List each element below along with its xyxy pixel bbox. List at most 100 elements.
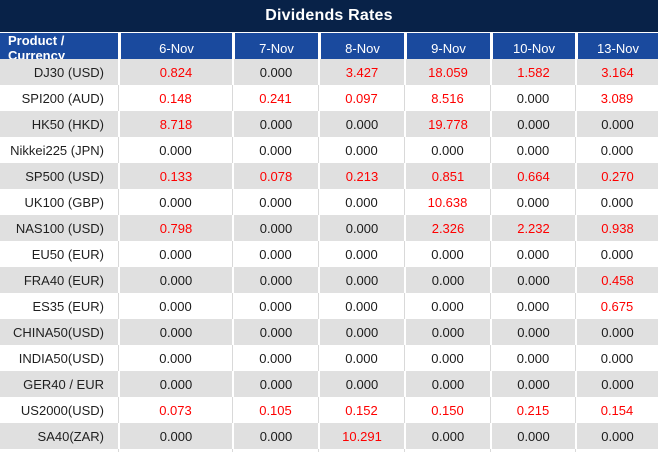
value-cell: 0.000 <box>575 111 658 137</box>
product-cell: UK100 (GBP) <box>24 194 104 210</box>
value-cell: 0.000 <box>575 423 658 449</box>
value-cell: 3.427 <box>318 59 404 85</box>
table-row: HK50 (HKD) 8.718 0.000 0.000 19.778 0.000 0.00… <box>0 111 658 137</box>
value-cell: 0.458 <box>575 267 658 293</box>
value-cell: 0.000 <box>404 267 490 293</box>
table-row: SA40(ZAR) 0.000 0.000 10.291 0.000 0.000 0.000 <box>0 423 658 449</box>
value-cell: 0.851 <box>404 163 490 189</box>
footer-gridline-cell <box>118 449 232 452</box>
value-cell: 0.000 <box>118 423 232 449</box>
column-header-date: 10-Nov <box>490 33 575 63</box>
product-cell: INDIA50(USD) <box>18 350 104 366</box>
value-cell: 0.000 <box>404 371 490 397</box>
footer-gridline-cell <box>232 449 318 452</box>
column-header-date: 13-Nov <box>575 33 658 63</box>
value-cell: 0.154 <box>575 397 658 423</box>
value-cell: 0.000 <box>490 137 575 163</box>
product-cell: HK50 (HKD) <box>31 116 104 132</box>
value-cell: 0.000 <box>490 267 575 293</box>
column-header-date: 7-Nov <box>232 33 318 63</box>
value-cell: 0.000 <box>318 319 404 345</box>
value-cell: 0.000 <box>318 293 404 319</box>
value-cell: 3.164 <box>575 59 658 85</box>
value-cell: 19.778 <box>404 111 490 137</box>
value-cell: 0.000 <box>318 215 404 241</box>
value-cell: 0.270 <box>575 163 658 189</box>
value-cell: 0.824 <box>118 59 232 85</box>
value-cell: 0.000 <box>404 293 490 319</box>
table-row: CHINA50(USD) 0.000 0.000 0.000 0.000 0.000 0.0… <box>0 319 658 345</box>
value-cell: 18.059 <box>404 59 490 85</box>
value-cell: 3.089 <box>575 85 658 111</box>
value-cell: 0.000 <box>118 371 232 397</box>
value-cell: 0.000 <box>118 241 232 267</box>
value-cell: 0.000 <box>232 371 318 397</box>
value-cell: 0.000 <box>118 267 232 293</box>
value-cell: 0.105 <box>232 397 318 423</box>
header-row: Product / Currency 6-Nov 7-Nov 8-Nov 9-Nov 1… <box>0 33 658 63</box>
value-cell: 0.000 <box>232 189 318 215</box>
value-cell: 0.000 <box>404 241 490 267</box>
value-cell: 0.000 <box>232 423 318 449</box>
table-row: ES35 (EUR) 0.000 0.000 0.000 0.000 0.000 0.675 <box>0 293 658 319</box>
value-cell: 0.073 <box>118 397 232 423</box>
value-cell: 0.000 <box>118 319 232 345</box>
value-cell: 0.000 <box>232 293 318 319</box>
table-row: FRA40 (EUR) 0.000 0.000 0.000 0.000 0.000 0.45… <box>0 267 658 293</box>
value-cell: 0.675 <box>575 293 658 319</box>
table-body: DJ30 (USD) 0.824 0.000 3.427 18.059 1.582 3.16… <box>0 59 658 449</box>
value-cell: 0.000 <box>575 371 658 397</box>
value-cell: 0.798 <box>118 215 232 241</box>
value-cell: 0.000 <box>232 319 318 345</box>
footer-gridline-cell <box>575 449 658 452</box>
value-cell: 0.000 <box>318 267 404 293</box>
product-cell: NAS100 (USD) <box>15 220 104 236</box>
column-header-date: 6-Nov <box>118 33 232 63</box>
value-cell: 0.000 <box>404 137 490 163</box>
value-cell: 8.516 <box>404 85 490 111</box>
footer-gridline-cell <box>490 449 575 452</box>
value-cell: 0.000 <box>490 111 575 137</box>
product-cell: CHINA50(USD) <box>12 324 104 340</box>
value-cell: 0.000 <box>118 189 232 215</box>
value-cell: 0.000 <box>575 319 658 345</box>
value-cell: 0.000 <box>318 189 404 215</box>
value-cell: 0.241 <box>232 85 318 111</box>
value-cell: 0.664 <box>490 163 575 189</box>
value-cell: 0.000 <box>118 345 232 371</box>
product-cell: DJ30 (USD) <box>33 64 104 80</box>
value-cell: 0.152 <box>318 397 404 423</box>
value-cell: 2.326 <box>404 215 490 241</box>
value-cell: 0.000 <box>575 241 658 267</box>
table-title: Dividends Rates <box>0 0 658 33</box>
value-cell: 0.000 <box>232 267 318 293</box>
footer-strip <box>0 449 658 452</box>
value-cell: 0.000 <box>318 345 404 371</box>
product-cell: FRA40 (EUR) <box>23 272 104 288</box>
value-cell: 0.000 <box>232 345 318 371</box>
table-row: EU50 (EUR) 0.000 0.000 0.000 0.000 0.000 0.000 <box>0 241 658 267</box>
value-cell: 0.000 <box>232 241 318 267</box>
value-cell: 0.938 <box>575 215 658 241</box>
column-header-date: 8-Nov <box>318 33 404 63</box>
value-cell: 0.000 <box>404 345 490 371</box>
value-cell: 8.718 <box>118 111 232 137</box>
value-cell: 0.213 <box>318 163 404 189</box>
table-row: INDIA50(USD) 0.000 0.000 0.000 0.000 0.000 0.0… <box>0 345 658 371</box>
value-cell: 0.000 <box>490 319 575 345</box>
table-row: Nikkei225 (JPN) 0.000 0.000 0.000 0.000 0.000… <box>0 137 658 163</box>
value-cell: 0.150 <box>404 397 490 423</box>
value-cell: 0.000 <box>404 423 490 449</box>
value-cell: 0.000 <box>318 241 404 267</box>
value-cell: 0.000 <box>490 189 575 215</box>
value-cell: 0.000 <box>490 85 575 111</box>
table-row: DJ30 (USD) 0.824 0.000 3.427 18.059 1.582 3.16… <box>0 59 658 85</box>
value-cell: 2.232 <box>490 215 575 241</box>
product-cell: SA40(ZAR) <box>37 428 104 444</box>
value-cell: 0.000 <box>318 137 404 163</box>
value-cell: 0.000 <box>232 59 318 85</box>
table-row: SP500 (USD) 0.133 0.078 0.213 0.851 0.664 0.27… <box>0 163 658 189</box>
value-cell: 0.000 <box>575 137 658 163</box>
value-cell: 0.078 <box>232 163 318 189</box>
